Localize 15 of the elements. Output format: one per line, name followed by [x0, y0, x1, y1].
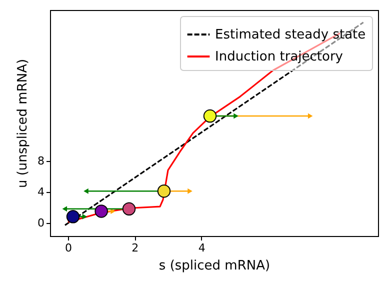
point [157, 184, 171, 198]
x-axis-title: s (spliced mRNA) [158, 258, 270, 274]
x-tick-label: 2 [132, 242, 139, 254]
x-tick-label: 4 [198, 242, 206, 254]
point [122, 202, 136, 216]
point [203, 109, 217, 123]
y-axis-title: u (unspliced mRNA) [16, 58, 30, 188]
legend-label: Induction trajectory [215, 50, 344, 64]
point [94, 204, 108, 218]
y-tick-label: 8 [38, 154, 44, 168]
legend-label: Estimated steady state [215, 28, 366, 42]
y-tick-label: 0 [38, 216, 44, 230]
x-tick-label: 0 [65, 242, 72, 254]
point [66, 210, 80, 224]
y-tick-label: 4 [38, 185, 44, 198]
